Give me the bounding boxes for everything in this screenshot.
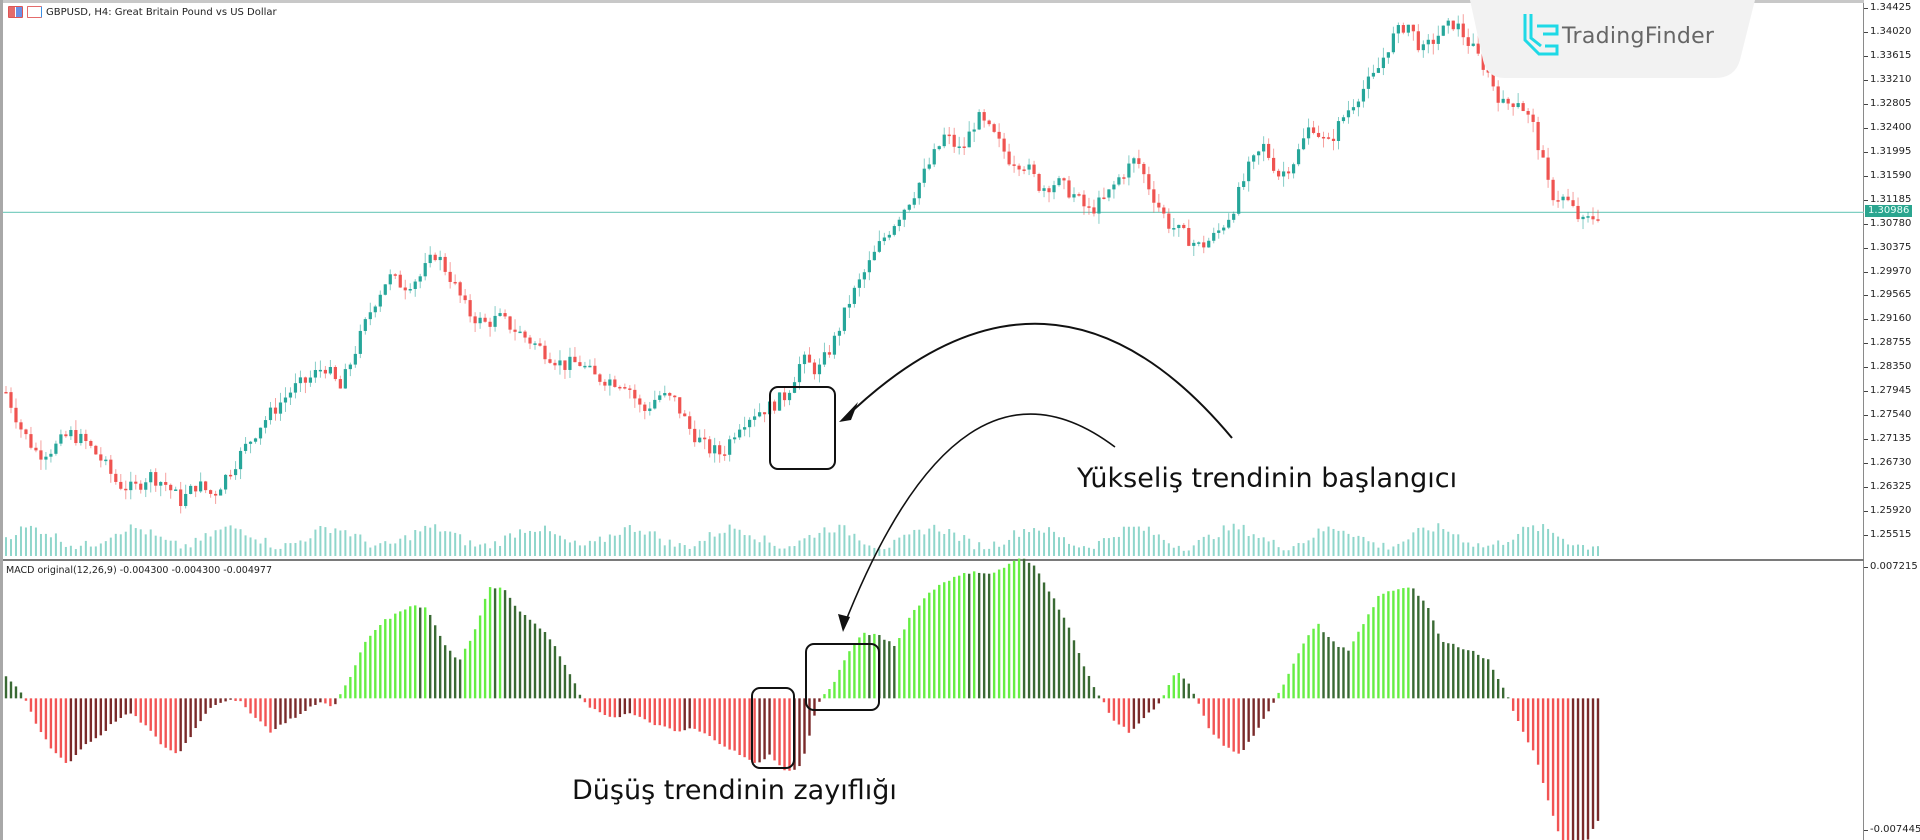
current-price-tag: 1.30986 (1865, 205, 1913, 217)
symbol-icon[interactable] (27, 6, 42, 18)
price-tick: 1.30375 (1864, 242, 1911, 253)
price-tick: 1.27945 (1864, 385, 1911, 396)
uptrend-start-box (769, 386, 836, 470)
annotation-downtrend-weakening: Düşüş trendinin zayıflığı (572, 775, 897, 806)
tradingfinder-logo-icon (1523, 14, 1559, 56)
price-tick: 1.25515 (1864, 529, 1911, 540)
price-tick: 1.33615 (1864, 50, 1911, 61)
window-left-border (0, 0, 3, 840)
price-chart-pane[interactable] (3, 3, 1864, 560)
price-tick: 1.34425 (1864, 2, 1911, 13)
price-tick: 1.34020 (1864, 26, 1911, 37)
arrow-to-macd-box (842, 413, 1116, 629)
price-tick: 1.31185 (1864, 194, 1911, 205)
price-tick: 1.28755 (1864, 337, 1911, 348)
price-tick: 1.25920 (1864, 505, 1911, 516)
chart-type-icon[interactable] (8, 6, 23, 18)
price-tick: 1.29970 (1864, 266, 1911, 277)
pane-separator[interactable] (3, 559, 1865, 561)
price-tick: 1.33210 (1864, 74, 1911, 85)
price-tick: 1.26325 (1864, 481, 1911, 492)
price-tick: 1.32805 (1864, 98, 1911, 109)
window-top-border (0, 0, 1920, 3)
price-tick: 1.27540 (1864, 409, 1911, 420)
price-tick: 1.29565 (1864, 289, 1911, 300)
price-tick: 1.30780 (1864, 218, 1911, 229)
price-tick: 1.31995 (1864, 146, 1911, 157)
macd-axis-max: 0.007215 (1864, 561, 1918, 572)
price-tick: 1.31590 (1864, 170, 1911, 181)
price-tick: 1.29160 (1864, 313, 1911, 324)
macd-green-start-box (805, 643, 880, 711)
tradingfinder-watermark (1470, 0, 1755, 78)
symbol-title: GBPUSD, H4: Great Britain Pound vs US Do… (46, 6, 277, 18)
macd-red-weakening-box (751, 687, 795, 769)
arrow-to-price-box (844, 322, 1233, 439)
arrow-head-icon (838, 614, 850, 632)
macd-indicator-label: MACD original(12,26,9) -0.004300 -0.0043… (6, 565, 273, 576)
price-tick: 1.32400 (1864, 122, 1911, 133)
macd-axis-min: -0.007445 (1864, 824, 1920, 835)
chart-title: GBPUSD, H4: Great Britain Pound vs US Do… (8, 6, 277, 18)
price-tick: 1.26730 (1864, 457, 1911, 468)
macd-indicator-pane[interactable] (3, 561, 1864, 840)
price-axis[interactable]: 1.34425 1.34020 1.33615 1.33210 1.32805 1.324… (1864, 0, 1920, 840)
price-tick: 1.27135 (1864, 433, 1911, 444)
annotation-uptrend-start: Yükseliş trendinin başlangıcı (1077, 463, 1458, 494)
price-tick: 1.28350 (1864, 361, 1911, 372)
watermark-brand-text: TradingFinder (1562, 24, 1715, 49)
arrow-head-icon (839, 402, 858, 422)
